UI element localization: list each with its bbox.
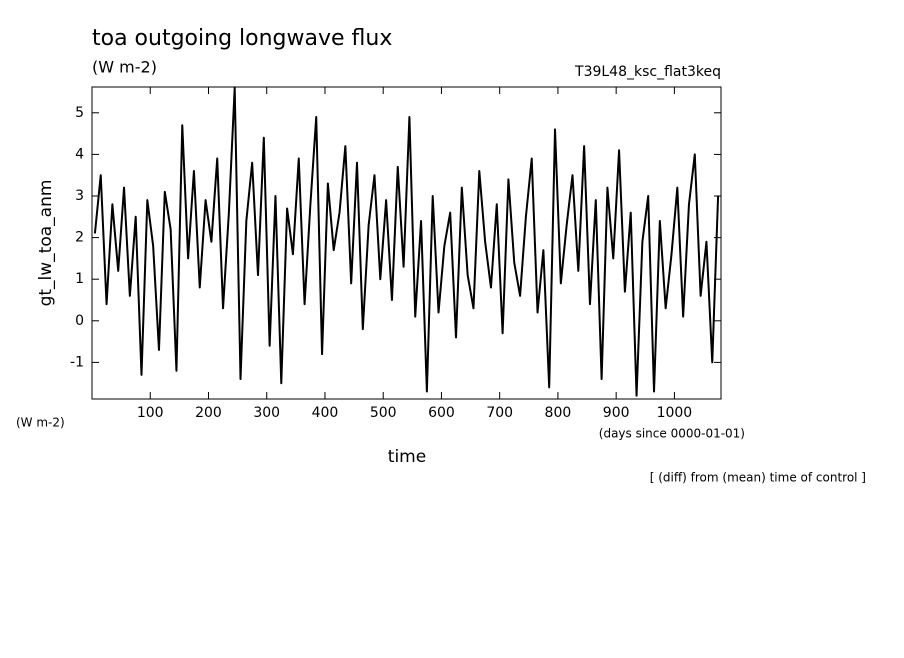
- plot-frame: [91, 86, 722, 400]
- x-axis-label: time: [388, 447, 426, 467]
- x-tick-label: 500: [370, 405, 397, 421]
- y-tick-label: 5: [75, 105, 84, 121]
- x-tick-label: 1000: [657, 405, 693, 421]
- x-tick-label: 700: [486, 405, 513, 421]
- y-tick-label: 2: [75, 230, 84, 246]
- chart-title: toa outgoing longwave flux: [92, 26, 392, 51]
- x-tick-label: 200: [195, 405, 222, 421]
- y-axis-label: gt_lw_toa_anm: [36, 180, 56, 307]
- y-tick-label: 1: [75, 271, 84, 287]
- y-tick-label: 3: [75, 188, 84, 204]
- x-tick-label: 300: [253, 405, 280, 421]
- x-tick-label: 900: [603, 405, 630, 421]
- y-tick-label: -1: [70, 354, 84, 370]
- y-tick-label: 0: [75, 313, 84, 329]
- x-tick-label: 800: [545, 405, 572, 421]
- y-units: (W m-2): [16, 416, 65, 430]
- x-units: (days since 0000-01-01): [599, 427, 745, 441]
- y-tick-label: 4: [75, 146, 84, 162]
- x-tick-label: 600: [428, 405, 455, 421]
- note: [ (diff) from (mean) time of control ]: [650, 471, 866, 485]
- data-line: [93, 86, 720, 397]
- x-tick-label: 100: [137, 405, 164, 421]
- experiment-label: T39L48_ksc_flat3keq: [574, 64, 721, 80]
- chart-subtitle: (W m-2): [92, 58, 157, 77]
- x-tick-label: 400: [312, 405, 339, 421]
